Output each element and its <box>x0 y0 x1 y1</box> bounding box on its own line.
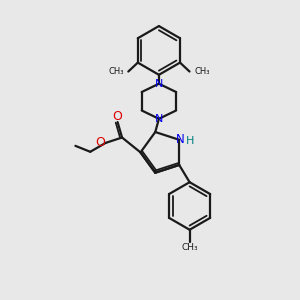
Text: N: N <box>176 133 185 146</box>
Text: CH₃: CH₃ <box>181 243 198 252</box>
Text: H: H <box>186 136 195 146</box>
Text: O: O <box>113 110 122 123</box>
Text: O: O <box>95 136 105 149</box>
Text: CH₃: CH₃ <box>108 67 124 76</box>
Text: CH₃: CH₃ <box>194 67 210 76</box>
Text: N: N <box>155 114 163 124</box>
Text: N: N <box>155 79 163 89</box>
